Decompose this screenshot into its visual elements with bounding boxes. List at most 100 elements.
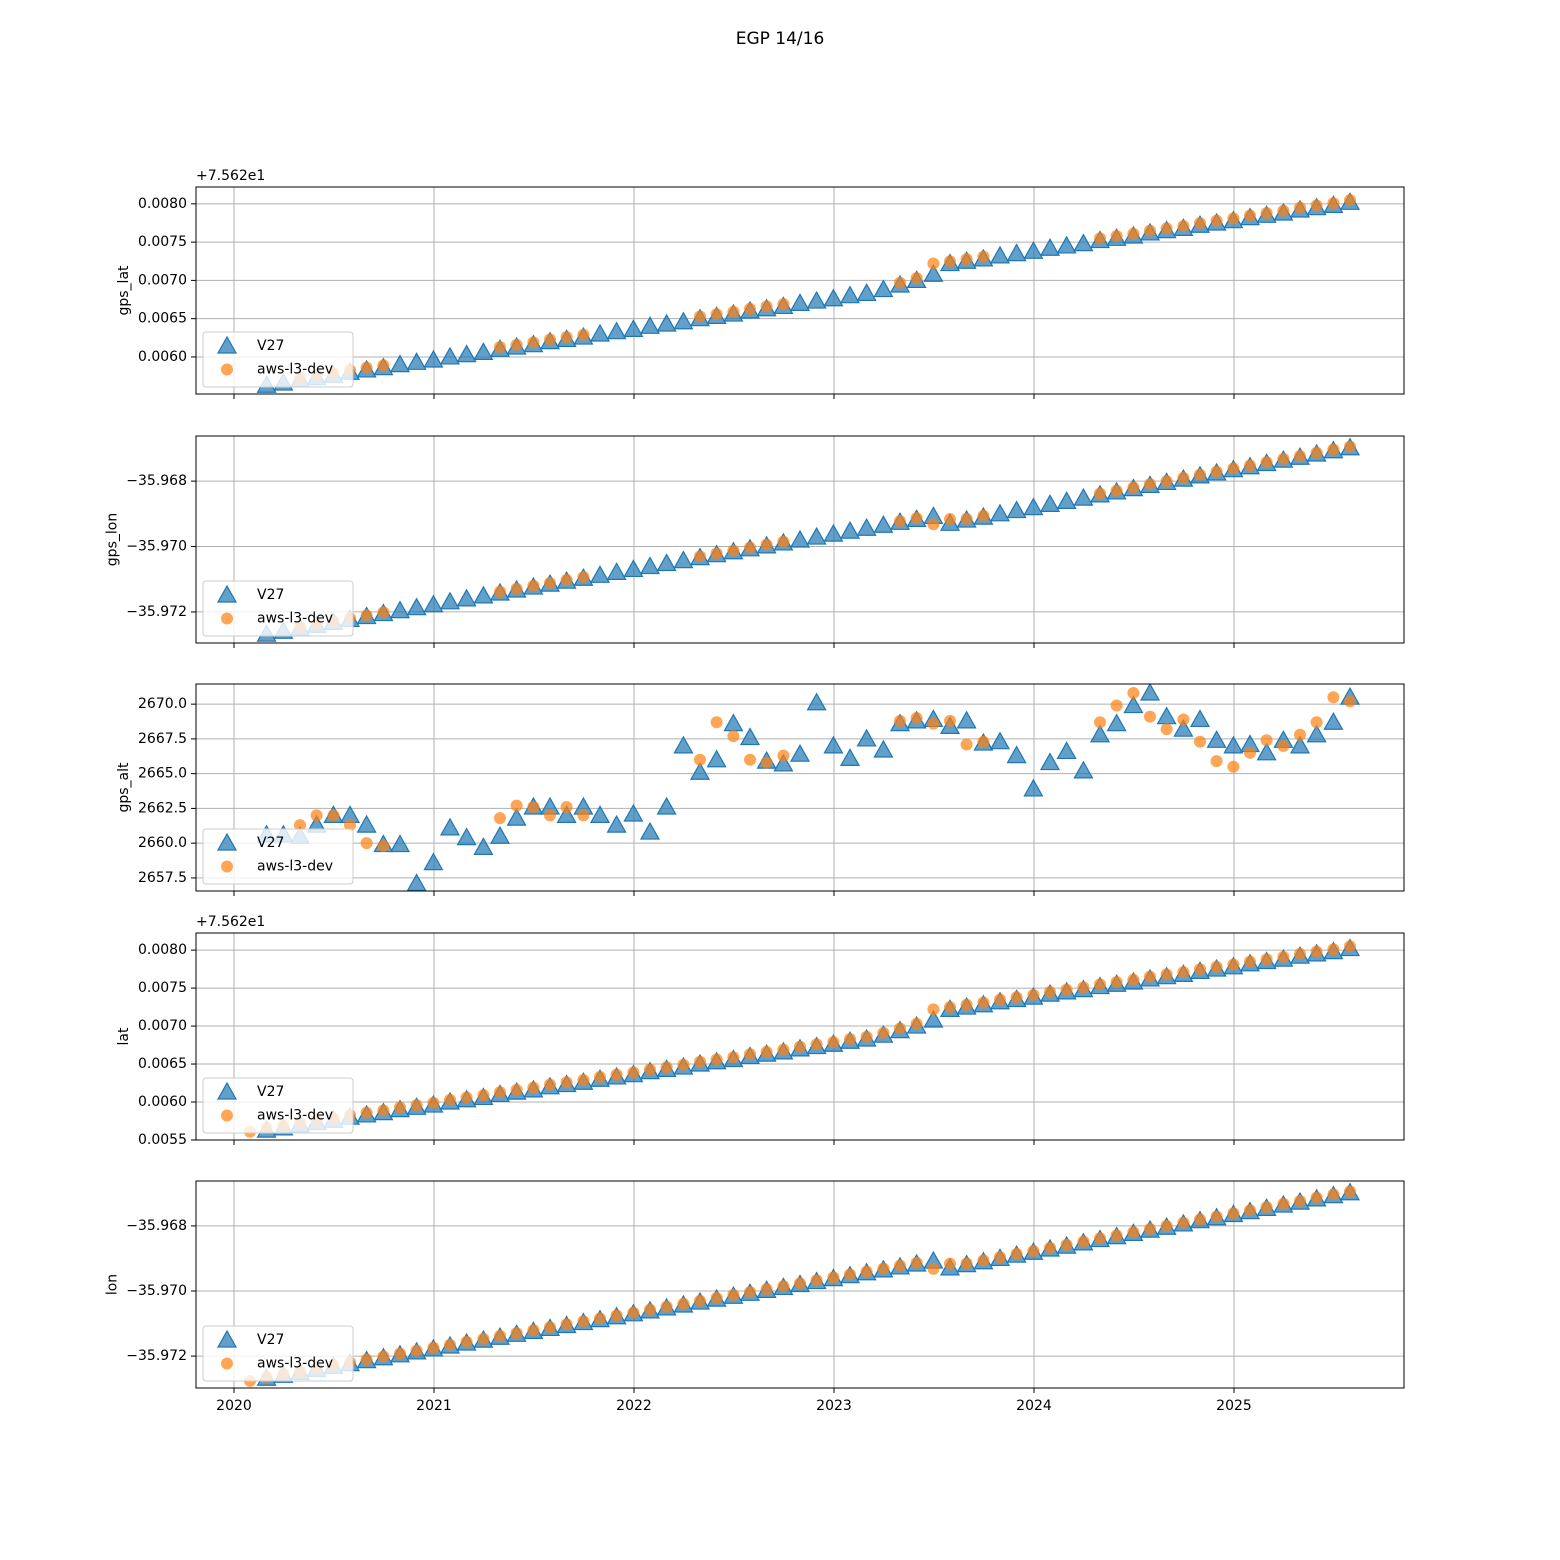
triangle-marker: [873, 515, 894, 533]
circle-marker: [1044, 1241, 1056, 1254]
y-axis-label: lon: [104, 1274, 120, 1295]
circle-marker: [977, 735, 990, 748]
circle-marker: [660, 1061, 673, 1074]
circle-marker: [1144, 970, 1156, 983]
triangle-marker: [789, 743, 811, 762]
circle-marker: [477, 1089, 490, 1102]
circle-marker: [577, 570, 590, 583]
circle-marker: [1110, 699, 1123, 712]
y-tick-label: 2667.5: [138, 731, 187, 747]
triangle-marker: [923, 1009, 944, 1028]
triangle-marker: [873, 279, 894, 298]
triangle-marker: [506, 807, 527, 826]
triangle-marker: [1056, 235, 1077, 254]
circle-marker: [744, 753, 756, 766]
circle-marker: [1227, 1207, 1240, 1220]
circle-marker: [1144, 478, 1156, 491]
triangle-marker: [439, 591, 461, 610]
circle-marker: [1094, 978, 1106, 991]
circle-marker: [1177, 220, 1190, 233]
triangle-marker: [1073, 233, 1094, 252]
y-tick-label: −35.972: [126, 1348, 187, 1364]
circle-marker: [1277, 739, 1290, 752]
triangle-marker: [556, 805, 577, 823]
circle-marker: [910, 512, 923, 525]
circle-marker: [910, 1017, 923, 1030]
triangle-marker: [423, 852, 444, 871]
circle-marker: [444, 1338, 456, 1351]
circle-marker: [644, 1303, 656, 1316]
triangle-marker: [873, 739, 894, 758]
circle-marker: [544, 576, 556, 589]
circle-marker: [1344, 695, 1356, 708]
circle-marker: [694, 310, 706, 323]
triangle-marker: [216, 1081, 238, 1100]
circle-marker: [527, 801, 540, 814]
circle-marker: [944, 513, 956, 526]
circle-marker: [1144, 710, 1156, 723]
circle-marker: [944, 1257, 956, 1270]
circle-marker: [1194, 468, 1206, 481]
circle-marker: [544, 1321, 556, 1334]
circle-marker: [1260, 456, 1273, 469]
circle-marker: [794, 1040, 806, 1053]
triangle-marker: [406, 352, 427, 370]
circle-marker: [627, 1306, 640, 1319]
circle-marker: [1277, 452, 1290, 465]
x-tick-label: 2025: [1216, 1398, 1252, 1414]
triangle-marker: [1323, 712, 1344, 730]
circle-marker: [594, 1312, 606, 1325]
legend-box: [202, 1325, 354, 1382]
circle-marker: [710, 1053, 723, 1066]
circle-marker: [527, 1081, 540, 1094]
triangle-marker: [639, 316, 661, 334]
legend-label: aws-l3-dev: [257, 1108, 333, 1124]
triangle-marker: [1139, 684, 1161, 701]
circle-marker: [360, 1106, 373, 1119]
circle-marker: [394, 1101, 406, 1114]
circle-marker: [460, 1091, 473, 1104]
triangle-marker: [806, 526, 827, 545]
triangle-marker: [606, 562, 627, 580]
circle-marker: [1294, 201, 1306, 214]
triangle-marker: [656, 313, 677, 332]
circle-marker: [960, 998, 973, 1011]
circle-marker: [1310, 199, 1323, 212]
axes-frame: [195, 1180, 1405, 1389]
circle-marker: [744, 541, 756, 554]
circle-marker: [977, 1254, 990, 1267]
y-tick-label: 0.0060: [138, 1094, 187, 1110]
circle-marker: [960, 1257, 973, 1270]
circle-marker: [577, 809, 590, 822]
y-axis-label: gps_lon: [104, 513, 120, 566]
triangle-marker: [216, 1329, 238, 1348]
triangle-marker: [216, 584, 238, 603]
circle-marker: [627, 1066, 640, 1079]
circle-marker: [1110, 1229, 1123, 1242]
legend-box: [202, 331, 354, 388]
axes-frame: [195, 932, 1405, 1141]
y-tick-label: 0.0060: [138, 349, 187, 365]
triangle-marker: [1056, 741, 1077, 760]
circle-marker: [1344, 440, 1356, 453]
circle-marker: [494, 340, 506, 353]
circle-marker: [1244, 209, 1256, 222]
circle-marker: [1110, 484, 1123, 497]
triangle-marker: [1089, 724, 1111, 743]
circle-marker: [1127, 973, 1140, 986]
circle-marker: [1177, 966, 1190, 979]
triangle-marker: [823, 523, 844, 542]
circle-marker: [1194, 1213, 1206, 1226]
circle-marker: [560, 573, 573, 586]
triangle-marker: [1056, 491, 1077, 510]
circle-marker: [510, 582, 523, 595]
triangle-marker: [739, 727, 761, 746]
triangle-marker: [1023, 241, 1044, 259]
y-tick-label: 2665.0: [138, 766, 187, 782]
circle-marker: [927, 1262, 940, 1275]
circle-marker: [494, 1329, 506, 1342]
circle-marker: [777, 1043, 790, 1056]
x-tick-label: 2023: [816, 1398, 852, 1414]
x-tick-label: 2024: [1016, 1398, 1052, 1414]
